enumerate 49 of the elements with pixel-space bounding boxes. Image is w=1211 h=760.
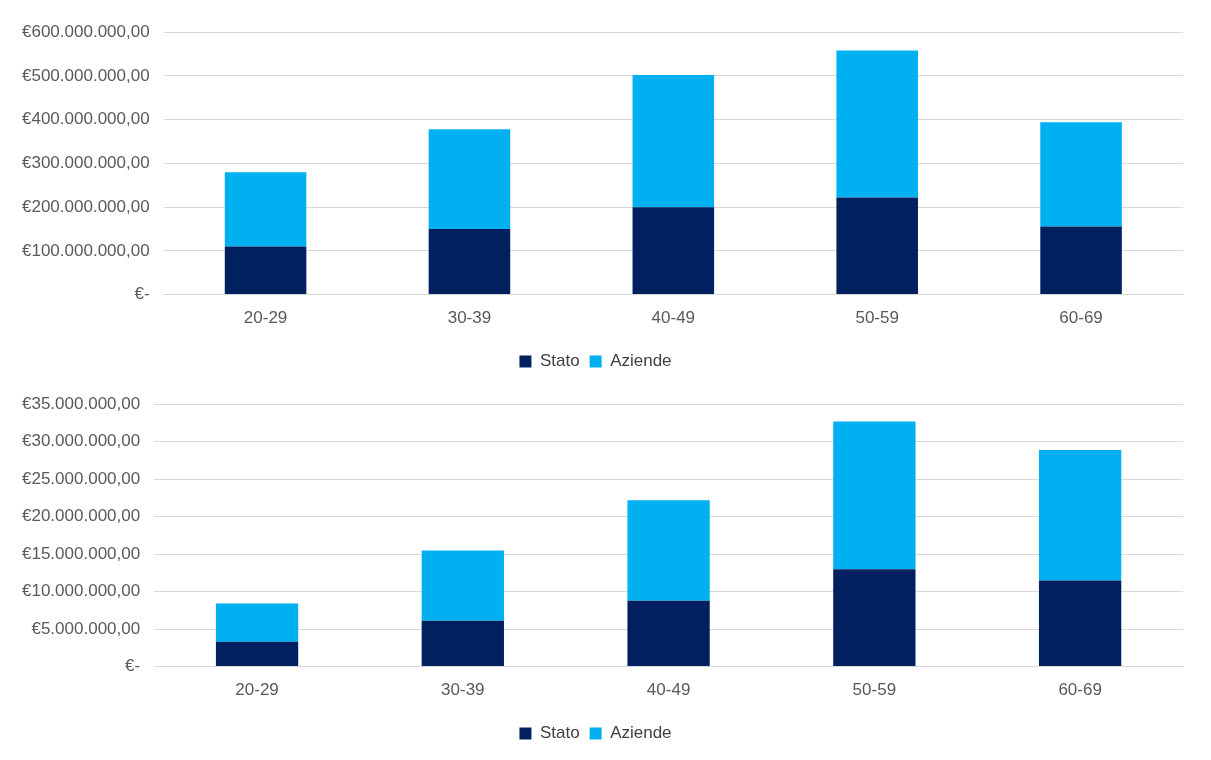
- y-tick-label: €20.000.000,00: [22, 506, 141, 526]
- bar: [632, 207, 715, 295]
- bar: [1040, 122, 1122, 227]
- bar: [627, 500, 710, 601]
- x-tick-label: 20-29: [235, 680, 279, 700]
- y-tick-label: €300.000.000,00: [22, 153, 150, 173]
- bar: [428, 129, 511, 229]
- y-tick-label: €30.000.000,00: [22, 431, 141, 451]
- legend-label: Aziende: [610, 351, 672, 371]
- bar: [224, 172, 307, 247]
- bar: [632, 75, 715, 208]
- bar: [833, 569, 916, 667]
- y-tick-label: €5.000.000,00: [31, 618, 141, 638]
- y-tick-label: €500.000.000,00: [22, 65, 150, 85]
- y-tick-label: €200.000.000,00: [22, 196, 150, 216]
- x-tick-label: 50-59: [852, 680, 897, 700]
- y-tick-label: €15.000.000,00: [22, 543, 141, 563]
- bar: [1038, 449, 1122, 581]
- x-tick-label: 30-39: [441, 680, 485, 700]
- y-tick-label: €400.000.000,00: [22, 109, 150, 129]
- bar: [224, 246, 307, 295]
- x-tick-label: 40-49: [646, 680, 691, 700]
- y-tick-label: €10.000.000,00: [22, 581, 141, 601]
- bar: [421, 550, 504, 621]
- x-tick-label: 30-39: [447, 308, 492, 328]
- legend-label: Aziende: [610, 723, 672, 743]
- legend-label: Stato: [539, 351, 580, 371]
- legend-label: Stato: [539, 723, 580, 743]
- y-tick-label: €-: [134, 284, 150, 304]
- bar: [627, 600, 710, 667]
- bar: [428, 229, 511, 295]
- y-tick-label: €100.000.000,00: [22, 240, 150, 260]
- y-tick-label: €25.000.000,00: [22, 468, 141, 488]
- bar: [836, 50, 918, 198]
- x-tick-label: 20-29: [243, 308, 288, 328]
- y-tick-label: €600.000.000,00: [22, 21, 150, 41]
- bar: [1038, 580, 1122, 667]
- x-tick-label: 60-69: [1059, 308, 1103, 328]
- x-tick-label: 60-69: [1058, 680, 1102, 700]
- bar: [1040, 226, 1122, 295]
- x-tick-label: 40-49: [651, 308, 696, 328]
- bar: [836, 197, 918, 295]
- bar: [833, 421, 916, 570]
- bar: [215, 603, 299, 642]
- bar: [215, 641, 299, 667]
- y-tick-label: €35.000.000,00: [22, 393, 141, 413]
- bar: [421, 620, 504, 667]
- x-tick-label: 50-59: [855, 308, 899, 328]
- y-tick-label: €-: [125, 656, 141, 676]
